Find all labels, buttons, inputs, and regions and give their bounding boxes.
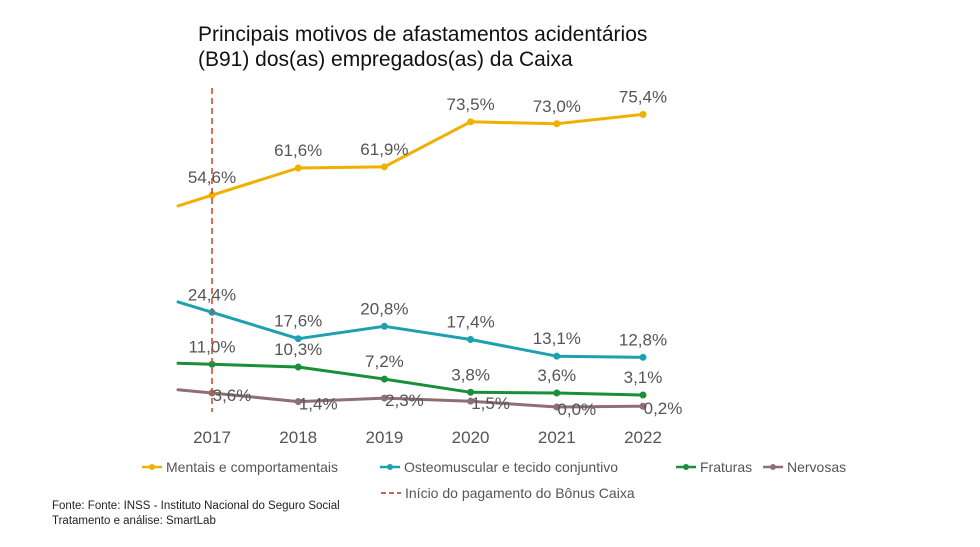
data-point-osteomuscular-2022 [639,353,647,361]
data-point-fraturas-2022 [639,391,647,399]
data-point-fraturas-2020 [467,388,475,396]
x-tick-label-2018: 2018 [279,428,317,447]
data-label-fraturas-2021: 3,6% [537,366,576,385]
data-label-fraturas-2022: 3,1% [624,368,663,387]
source-line-2: Tratamento e análise: SmartLab [52,515,216,527]
data-point-osteomuscular-2019 [380,322,388,330]
chart-title: Principais motivos de afastamentos acide… [198,22,758,72]
data-label-osteomuscular-2019: 20,8% [360,299,408,318]
data-label-fraturas-2019: 7,2% [365,352,404,371]
legend-label-osteomuscular: Osteomuscular e tecido conjuntivo [404,459,618,475]
data-label-mentais-2020: 73,5% [446,95,494,114]
data-point-fraturas-2019 [380,375,388,383]
data-label-osteomuscular-2020: 17,4% [446,312,494,331]
data-point-mentais-2017 [208,191,216,199]
data-label-nervosas-2018: 1,4% [299,395,338,414]
data-label-mentais-2019: 61,9% [360,140,408,159]
data-label-osteomuscular-2022: 12,8% [619,330,667,349]
data-label-osteomuscular-2021: 13,1% [533,329,581,348]
data-label-mentais-2022: 75,4% [619,87,667,106]
data-label-fraturas-2020: 3,8% [451,365,490,384]
data-label-nervosas-2017: 3,6% [213,386,252,405]
legend-label-mentais: Mentais e comportamentais [166,459,338,475]
series-line-mentais [176,112,645,208]
data-point-mentais-2019 [380,163,388,171]
data-label-osteomuscular-2018: 17,6% [274,312,322,331]
data-point-osteomuscular-2020 [467,335,475,343]
x-tick-label-2020: 2020 [452,428,490,447]
data-point-nervosas-2019 [380,394,388,402]
x-tick-label-2021: 2021 [538,428,576,447]
legend-label-bonus: Início do pagamento do Bônus Caixa [405,485,635,501]
data-point-fraturas-2018 [294,363,302,371]
legend-label-fraturas: Fraturas [700,459,752,475]
legend-marker-fraturas [683,464,689,470]
chart-title-line-2: (B91) dos(as) empregados(as) da Caixa [198,48,573,71]
data-point-mentais-2018 [294,164,302,172]
legend-label-nervosas: Nervosas [787,459,846,475]
data-label-nervosas-2020: 1,5% [471,394,510,413]
data-label-nervosas-2022: 0,2% [644,399,683,418]
chart-title-line-1: Principais motivos de afastamentos acide… [198,23,648,46]
data-label-nervosas-2021: 0,0% [557,400,596,419]
data-point-fraturas-2017 [208,360,216,368]
data-point-mentais-2021 [553,120,561,128]
legend-marker-mentais [149,464,155,470]
data-label-fraturas-2017: 11,0% [189,337,236,356]
x-tick-label-2019: 2019 [365,428,403,447]
data-point-osteomuscular-2018 [294,335,302,343]
data-point-nervosas-2022 [639,402,647,410]
data-point-mentais-2022 [639,110,647,118]
data-point-nervosas-2021 [553,403,561,411]
x-tick-label-2017: 2017 [193,428,231,447]
data-point-osteomuscular-2021 [553,352,561,360]
source-note: Fonte: Fonte: INSS - Instituto Nacional … [52,499,340,529]
legend-marker-osteomuscular [387,464,393,470]
data-point-fraturas-2021 [553,389,561,397]
x-tick-label-2022: 2022 [624,428,662,447]
source-line-1: Fonte: Fonte: INSS - Instituto Nacional … [52,500,340,512]
data-label-osteomuscular-2017: 24,4% [188,285,236,304]
data-point-mentais-2020 [467,118,475,126]
data-point-nervosas-2018 [294,398,302,406]
legend-marker-nervosas [770,464,776,470]
data-label-mentais-2018: 61,6% [274,141,322,160]
data-point-nervosas-2020 [467,397,475,405]
data-label-fraturas-2018: 10,3% [274,340,322,359]
data-label-mentais-2021: 73,0% [533,97,581,116]
data-label-mentais-2017: 54,6% [188,168,236,187]
data-label-nervosas-2019: 2,3% [385,391,424,410]
